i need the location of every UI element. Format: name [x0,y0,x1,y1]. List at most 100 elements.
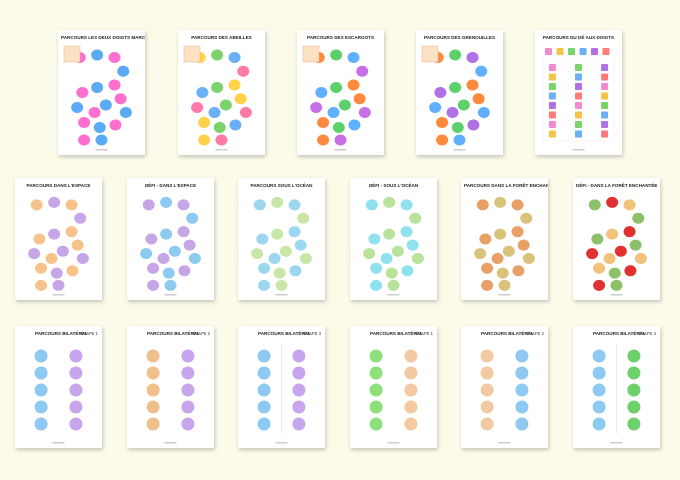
dot [69,383,83,397]
dot [466,79,479,91]
card-level: ÉTAPE 2 [527,331,544,336]
dot [215,134,228,146]
footer-mark [610,294,623,296]
dot [498,279,511,291]
dot [369,417,383,431]
dot [327,107,340,118]
dot [608,267,621,279]
dot [436,134,449,146]
dot [472,93,485,105]
dot [99,99,112,111]
dot [592,383,606,397]
card-level: ÉTAPE 3 [304,331,321,336]
dot [369,366,383,380]
dot [198,134,211,146]
card-art [34,349,83,444]
dot [429,102,442,113]
footer-mark [164,442,177,444]
dot [411,253,424,265]
dot [34,417,48,431]
dot [480,349,494,363]
dot [347,52,360,63]
dot [606,196,619,208]
die [601,130,609,138]
dot [317,117,330,128]
dot [181,349,195,363]
card-title: PARCOURS DES ESCARGOTS [306,35,375,40]
card-title: PARCOURS DES GRENOUILLES [423,35,496,40]
dot [253,199,266,211]
dot [480,366,494,380]
dot [69,366,83,380]
dot [35,279,48,291]
dot [183,239,196,251]
footer-mark [387,442,400,444]
footer-mark [610,442,623,444]
dot [292,349,306,363]
dot [348,119,361,131]
card-art [586,196,647,296]
dot [370,262,383,274]
dot [491,253,504,265]
die [556,48,564,55]
dot [627,366,641,380]
card-title: PARCOURS BILATÉRAL [593,331,646,336]
card-art [363,196,424,296]
dot [76,87,89,98]
die [602,48,610,55]
die [548,121,556,128]
dot [160,228,173,240]
dot [299,253,312,265]
die [601,73,609,81]
dot [586,248,599,260]
dot [627,383,641,397]
dot [315,87,328,98]
dot [591,233,604,245]
dot [370,279,383,291]
hands-icon [183,45,201,63]
die [575,111,582,119]
dot [188,253,201,265]
worksheet-card: PARCOURS DES ESCARGOTS [297,30,384,155]
die [548,64,556,71]
dot [401,265,414,277]
dot [391,245,404,257]
dot [317,134,330,146]
dot [275,279,288,291]
worksheet-card: PARCOURS BILATÉRAL ÉTAPE 2 [461,326,548,448]
dot [481,262,494,274]
card-art [183,45,252,151]
die [575,102,582,109]
dot [502,245,515,257]
dot [476,199,489,211]
dot [385,267,398,279]
dot [334,134,347,146]
card-level: ÉTAPE 2 [193,331,210,336]
dot [146,400,160,414]
dot [48,228,61,240]
card-title: PARCOURS LES DEUX DOIGTS MARCHEURS [61,35,145,40]
dot [436,117,449,128]
worksheet-card: PARCOURS DANS L'ESPACE [15,178,102,300]
footer-mark [95,149,108,151]
die [575,73,582,81]
dot [511,226,524,238]
dot [28,248,41,260]
card-art [140,196,201,296]
dot [292,383,306,397]
dot [35,262,48,274]
dot [434,87,447,98]
dot [95,134,108,146]
dot [517,239,530,251]
dot [515,366,529,380]
dot [74,212,87,224]
dot [400,199,413,211]
card-art [251,196,312,296]
footer-mark [498,294,511,296]
dot [368,233,381,245]
dot [219,99,232,111]
dot [117,65,130,77]
die [591,48,598,55]
dot [511,199,524,211]
